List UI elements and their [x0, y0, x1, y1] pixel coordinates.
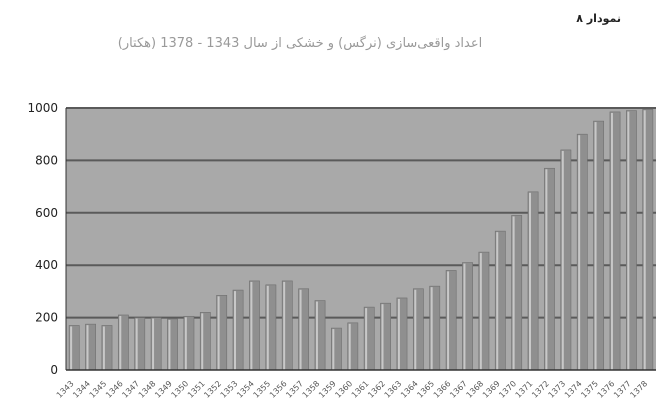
x-tick-label: 1344: [71, 379, 92, 400]
bar-highlight: [578, 135, 581, 370]
bar-highlight: [496, 232, 499, 370]
bar-highlight: [102, 326, 105, 370]
x-tick-label: 1356: [268, 379, 289, 400]
x-tick-label: 1355: [252, 379, 273, 400]
bar-highlight: [332, 329, 335, 370]
x-tick-label: 1346: [104, 379, 125, 400]
x-tick-label: 1358: [301, 379, 322, 400]
x-tick-label: 1378: [628, 379, 649, 400]
bar-highlight: [643, 110, 646, 370]
bar-highlight: [250, 281, 253, 370]
x-tick-label: 1349: [153, 379, 174, 400]
x-tick-label: 1351: [186, 379, 207, 400]
bar-highlight: [315, 301, 318, 370]
chart-title: اعداد واقعی‌سازی (نرگس) و خشکی از سال 13…: [117, 36, 483, 51]
x-tick-label: 1370: [497, 379, 518, 400]
bar-highlight: [135, 318, 138, 370]
plot-area: [66, 108, 656, 370]
bar-highlight: [348, 323, 351, 370]
y-tick-label: 400: [35, 258, 58, 272]
x-tick-label: 1354: [235, 379, 256, 400]
x-tick-label: 1350: [170, 379, 191, 400]
x-tick-label: 1361: [350, 379, 371, 400]
bar-highlight: [299, 289, 302, 370]
bar-highlight: [529, 192, 532, 370]
bar-highlight: [217, 296, 220, 370]
x-tick-label: 1362: [366, 379, 387, 400]
bar-highlight: [627, 111, 630, 371]
x-tick-label: 1377: [612, 379, 633, 400]
x-tick-label: 1360: [333, 379, 354, 400]
x-tick-label: 1366: [432, 379, 453, 400]
x-tick-label: 1352: [202, 379, 223, 400]
bar-highlight: [545, 169, 548, 370]
y-tick-label: 200: [35, 311, 58, 325]
x-tick-label: 1347: [120, 379, 141, 400]
figure-label: نمودار ۸: [576, 12, 621, 25]
bar-highlight: [119, 315, 122, 370]
bar-highlight: [447, 271, 450, 370]
x-tick-label: 1375: [579, 379, 600, 400]
bar-highlight: [381, 304, 384, 370]
x-tick-label: 1371: [514, 379, 535, 400]
bar-highlight: [561, 150, 564, 370]
x-tick-label: 1368: [465, 379, 486, 400]
bar-highlight: [70, 326, 73, 370]
grid-lines: [66, 107, 656, 319]
bar-highlight: [86, 325, 89, 370]
x-tick-label: 1353: [219, 379, 240, 400]
bar-highlight: [430, 287, 433, 370]
y-tick-label: 0: [50, 363, 58, 377]
bar-highlight: [397, 298, 400, 370]
bar-highlight: [479, 253, 482, 370]
x-tick-label: 1345: [88, 379, 109, 400]
y-tick-label: 1000: [27, 101, 58, 115]
x-tick-label: 1363: [383, 379, 404, 400]
x-tick-label: 1376: [596, 379, 617, 400]
bar-highlight: [168, 319, 171, 370]
x-tick-label: 1365: [415, 379, 436, 400]
bar-highlight: [234, 291, 237, 370]
bar-highlight: [152, 318, 155, 370]
plot-background: [66, 108, 656, 370]
y-tick-label: 800: [35, 153, 58, 167]
x-tick-label: 1364: [399, 379, 420, 400]
bar-highlight: [463, 263, 466, 370]
x-tick-label: 1369: [481, 379, 502, 400]
bar-highlight: [594, 122, 597, 370]
bar-highlight: [184, 317, 187, 370]
x-tick-label: 1374: [563, 379, 584, 400]
x-tick-label: 1348: [137, 379, 158, 400]
x-tick-label: 1367: [448, 379, 469, 400]
x-axis-ticks: 1343134413451346134713481349135013511352…: [55, 379, 649, 400]
x-tick-label: 1372: [530, 379, 551, 400]
x-tick-label: 1373: [547, 379, 568, 400]
x-tick-label: 1357: [284, 379, 305, 400]
bar-highlight: [610, 112, 613, 371]
bar-highlight: [512, 216, 515, 370]
y-tick-label: 600: [35, 206, 58, 220]
bar-highlight: [365, 308, 368, 370]
x-tick-label: 1359: [317, 379, 338, 400]
bar-highlight: [266, 285, 269, 370]
bar-highlight: [414, 289, 417, 370]
y-axis-ticks: 0 200 400 600 800 1000: [27, 101, 58, 377]
bar-highlight: [283, 281, 286, 370]
bar-highlight: [201, 313, 204, 370]
x-tick-label: 1343: [55, 379, 76, 400]
bars: [68, 109, 654, 371]
